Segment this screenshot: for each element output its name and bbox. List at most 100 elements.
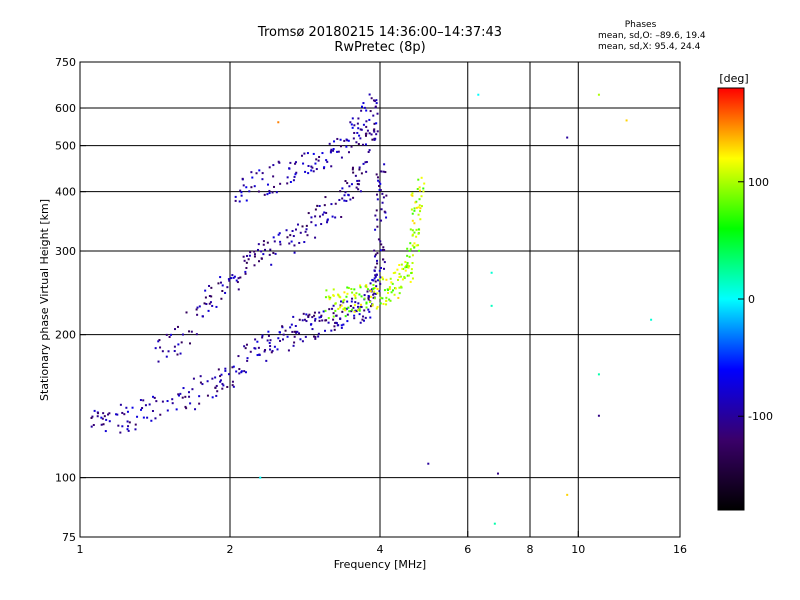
data-point [217, 368, 220, 371]
colorbar-tick-label: 100 [748, 176, 769, 189]
data-point [376, 292, 379, 295]
data-point [273, 345, 276, 348]
data-point [398, 276, 401, 279]
data-point [272, 251, 275, 254]
data-point [266, 183, 269, 186]
data-point [314, 162, 317, 165]
data-point [339, 306, 342, 309]
data-point [419, 207, 422, 210]
y-tick-label: 600 [55, 102, 76, 115]
data-point [227, 278, 230, 281]
data-point [418, 249, 421, 252]
data-point [272, 185, 275, 188]
data-point [351, 117, 354, 120]
data-point [385, 296, 388, 299]
data-point [364, 134, 367, 137]
data-point [368, 149, 371, 152]
data-point [268, 192, 271, 195]
phases-summary: Phases mean, sd,O: –89.6, 19.4 mean, sd,… [598, 20, 798, 53]
data-point [357, 127, 360, 130]
data-point [105, 418, 108, 421]
data-point [418, 204, 421, 207]
data-point [246, 357, 249, 360]
data-point [411, 219, 414, 222]
data-point [237, 277, 240, 280]
data-point [224, 291, 227, 294]
data-point [240, 371, 243, 374]
data-point [348, 185, 351, 188]
data-point [407, 274, 410, 277]
data-point [266, 241, 269, 244]
data-point [353, 124, 356, 127]
data-point [320, 223, 323, 226]
data-point [177, 393, 180, 396]
data-point [289, 180, 292, 183]
data-point [422, 190, 425, 193]
data-point [294, 161, 297, 164]
data-point [294, 324, 297, 327]
colorbar-tick-label: -100 [748, 410, 773, 423]
data-point [319, 215, 322, 218]
data-point [343, 194, 346, 197]
data-point [237, 288, 240, 291]
data-point [405, 266, 408, 269]
data-point [406, 264, 409, 267]
data-point [221, 284, 224, 287]
data-point [383, 249, 386, 252]
data-point [371, 288, 374, 291]
data-point [373, 122, 376, 125]
data-point [215, 394, 218, 397]
data-point [168, 335, 171, 338]
data-point [393, 293, 396, 296]
data-point [294, 173, 297, 176]
data-point [272, 175, 275, 178]
data-point [121, 425, 124, 428]
data-point [404, 260, 407, 263]
data-point [266, 193, 269, 196]
data-point [389, 299, 392, 302]
data-point [378, 184, 381, 187]
data-point [96, 415, 99, 418]
data-point [207, 309, 210, 312]
data-point [182, 387, 185, 390]
data-point [291, 330, 294, 333]
data-point [286, 182, 289, 185]
data-point [354, 295, 357, 298]
data-point [347, 306, 350, 309]
data-point [222, 384, 225, 387]
data-point [356, 122, 359, 125]
data-point [289, 234, 292, 237]
data-point [404, 266, 407, 269]
x-tick-label: 1 [77, 543, 84, 556]
data-point [282, 333, 285, 336]
data-point [373, 277, 376, 280]
data-point [189, 342, 192, 345]
data-point [417, 206, 420, 209]
x-axis-title: Frequency [MHz] [334, 558, 426, 571]
data-point [100, 423, 103, 426]
data-point [219, 380, 222, 383]
data-point [292, 315, 295, 318]
data-point [180, 341, 183, 344]
data-point [346, 300, 349, 303]
data-point [318, 319, 321, 322]
data-point [419, 218, 422, 221]
data-point [253, 347, 256, 350]
data-point [134, 428, 137, 431]
data-point [270, 351, 273, 354]
data-point [125, 406, 128, 409]
data-point [290, 323, 293, 326]
data-point [381, 201, 384, 204]
data-point [360, 128, 363, 131]
data-point [181, 333, 184, 336]
data-point [361, 143, 364, 146]
data-point [293, 244, 296, 247]
data-point [411, 277, 414, 280]
data-point [597, 414, 600, 417]
phases-mean-x: mean, sd,X: 95.4, 24.4 [598, 42, 701, 52]
data-point [227, 373, 230, 376]
data-point [352, 137, 355, 140]
data-point [316, 204, 319, 207]
data-point [380, 243, 383, 246]
